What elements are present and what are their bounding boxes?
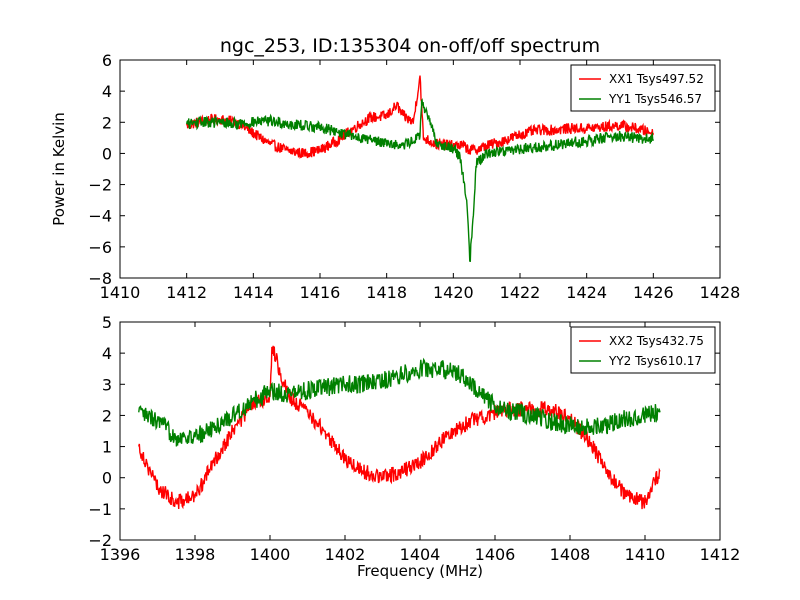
y-tick-label: 4 (102, 82, 112, 101)
legend-entry: XX1 Tsys497.52 (609, 72, 704, 86)
y-tick-label: −8 (88, 269, 112, 288)
series-line-2 (138, 357, 661, 447)
x-tick-label: 1400 (250, 545, 291, 564)
y-tick-label: 5 (102, 313, 112, 332)
y-tick-label: 1 (102, 438, 112, 457)
series-group (138, 345, 661, 510)
x-tick-label: 1396 (100, 545, 141, 564)
legend-entry: XX2 Tsys432.75 (609, 334, 704, 348)
y-axis-label: Power in Kelvin (50, 112, 68, 226)
x-tick-label: 1402 (325, 545, 366, 564)
x-tick-label: 1426 (633, 283, 674, 302)
y-tick-label: 2 (102, 113, 112, 132)
x-tick-label: 1412 (700, 545, 741, 564)
x-tick-label: 1398 (175, 545, 216, 564)
top-panel: 1410 1412 1414 1416 1418 1420 1422 1424 1426 1428… (50, 51, 740, 302)
bottom-panel: 1396 1398 1400 1402 1404 1406 1408 1410 1412−2−1… (88, 313, 740, 580)
x-tick-label: 1404 (400, 545, 441, 564)
x-tick-label: 1408 (550, 545, 591, 564)
y-tick-label: −4 (88, 207, 112, 226)
legend-box (570, 326, 716, 374)
x-tick-label: 1414 (233, 283, 274, 302)
legend-entry: YY1 Tsys546.57 (608, 92, 702, 106)
legend: XX1 Tsys497.52 YY1 Tsys546.57 (570, 64, 716, 112)
x-tick-label: 1420 (433, 283, 474, 302)
legend: XX2 Tsys432.75 YY2 Tsys610.17 (570, 326, 716, 374)
axes-frame (119, 59, 721, 279)
y-tick-label: 4 (102, 344, 112, 363)
series-line-1 (185, 75, 655, 160)
x-tick-label: 1406 (475, 545, 516, 564)
legend-entry: YY2 Tsys610.17 (608, 354, 702, 368)
series-group (185, 75, 655, 263)
x-tick-label: 1412 (166, 283, 207, 302)
x-tick-label: 1422 (500, 283, 541, 302)
y-tick-label: 3 (102, 375, 112, 394)
y-tick-label: −1 (88, 500, 112, 519)
x-tick-label: 1410 (100, 283, 141, 302)
y-tick-label: 6 (102, 51, 112, 70)
x-tick-label: 1416 (300, 283, 341, 302)
y-tick-label: 0 (102, 469, 112, 488)
series-line-2 (185, 98, 654, 263)
x-tick-label: 1424 (566, 283, 607, 302)
y-tick-label: 2 (102, 406, 112, 425)
y-tick-label: −2 (88, 176, 112, 195)
y-tick-label: −2 (88, 531, 112, 550)
chart-title: ngc_253, ID:135304 on-off/off spectrum (220, 35, 600, 57)
x-axis-label: Frequency (MHz) (357, 562, 483, 580)
y-tick-label: −6 (88, 238, 112, 257)
legend-box (570, 64, 716, 112)
x-tick-label: 1418 (366, 283, 407, 302)
x-tick-label: 1410 (625, 545, 666, 564)
y-tick-label: 0 (102, 144, 112, 163)
x-tick-label: 1428 (700, 283, 741, 302)
